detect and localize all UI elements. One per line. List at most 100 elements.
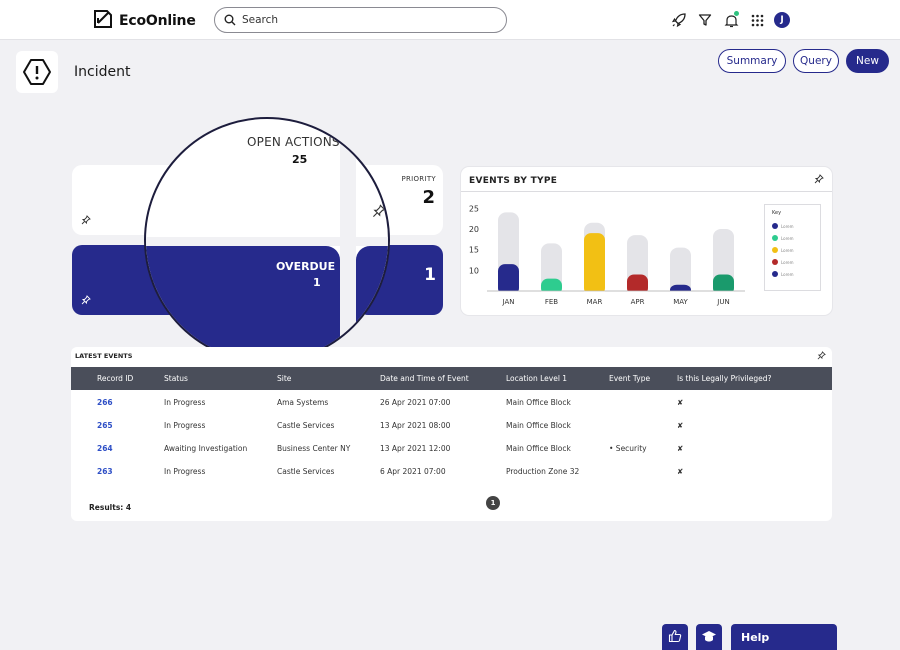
open-actions-label: OPEN ACTIONS xyxy=(247,135,340,149)
top-actions: J xyxy=(670,11,790,29)
legend-label: Lorem xyxy=(781,271,794,277)
legend-item: Lorem xyxy=(772,247,794,253)
pin-icon[interactable] xyxy=(814,174,824,187)
bar xyxy=(584,233,605,295)
privileged-cell: ✘ xyxy=(677,398,684,407)
y-tick-label: 20 xyxy=(469,225,479,234)
location-cell: Main Office Block xyxy=(506,444,571,453)
privileged-cell: ✘ xyxy=(677,421,684,430)
filter-icon[interactable] xyxy=(696,11,714,29)
help-label: Help xyxy=(741,630,770,644)
legend-label: Lorem xyxy=(781,247,794,253)
help-button[interactable]: Help xyxy=(731,624,837,650)
privileged-cell: ✘ xyxy=(677,467,684,476)
events-title: LATEST EVENTS xyxy=(75,352,133,360)
column-header[interactable]: Status xyxy=(164,374,188,383)
pin-icon[interactable] xyxy=(817,351,826,362)
bar-baseline-mask xyxy=(670,291,691,297)
top-bar: EcoOnline J xyxy=(0,0,900,40)
rocket-icon[interactable] xyxy=(670,11,688,29)
app-logo[interactable]: EcoOnline xyxy=(92,9,196,33)
ecoonline-logo-icon xyxy=(92,9,114,33)
table-row[interactable]: 265 In Progress Castle Services 13 Apr 2… xyxy=(71,414,832,437)
bar xyxy=(498,264,519,295)
x-tick-label: MAY xyxy=(673,298,688,306)
status-cell: Awaiting Investigation xyxy=(164,444,248,453)
chart-title: EVENTS BY TYPE xyxy=(469,176,558,186)
events-by-type-card: EVENTS BY TYPE 10 15 20 25 JAN FEB MAR APR MAY JU… xyxy=(461,167,832,315)
pin-icon[interactable] xyxy=(81,215,91,228)
learning-button[interactable] xyxy=(696,624,722,650)
feedback-button[interactable] xyxy=(662,624,688,650)
table-header: Record ID Status Site Date and Time of E… xyxy=(71,367,832,390)
pagination-page-button[interactable]: 1 xyxy=(486,496,500,510)
graduation-cap-icon xyxy=(701,628,717,647)
bar-baseline-mask xyxy=(498,291,519,297)
column-header[interactable]: Is this Legally Privileged? xyxy=(677,374,772,383)
pin-icon[interactable] xyxy=(81,295,91,308)
bar-baseline-mask xyxy=(713,291,734,297)
legend-label: Lorem xyxy=(781,223,794,229)
magnifier-divider xyxy=(340,119,356,361)
magnifier-lens: OPEN ACTIONS 25 OVERDUE 1 xyxy=(144,117,390,363)
user-avatar[interactable]: J xyxy=(774,12,790,28)
column-header[interactable]: Record ID xyxy=(97,374,134,383)
status-cell: In Progress xyxy=(164,467,206,476)
date-cell: 13 Apr 2021 12:00 xyxy=(380,444,451,453)
bar-baseline-mask xyxy=(627,291,648,297)
search-input[interactable] xyxy=(242,14,482,26)
latest-events-card: LATEST EVENTS Record ID Status Site Date… xyxy=(71,347,832,521)
record-id-link[interactable]: 263 xyxy=(97,467,113,476)
record-id-link[interactable]: 265 xyxy=(97,421,113,430)
thumbs-up-icon xyxy=(668,628,682,647)
bell-icon[interactable] xyxy=(722,11,740,29)
y-tick-label: 10 xyxy=(469,266,479,275)
column-header[interactable]: Event Type xyxy=(609,374,651,383)
site-cell: Business Center NY xyxy=(277,444,351,453)
table-row[interactable]: 263 In Progress Castle Services 6 Apr 20… xyxy=(71,460,832,483)
legend-item: Lorem xyxy=(772,223,794,229)
apps-grid-icon[interactable] xyxy=(748,11,766,29)
pin-icon[interactable] xyxy=(372,203,386,222)
record-id-link[interactable]: 266 xyxy=(97,398,113,407)
priority-value: 2 xyxy=(422,187,435,208)
query-button[interactable]: Query xyxy=(793,49,839,73)
overdue-label: OVERDUE xyxy=(276,260,336,273)
legend-item: Lorem xyxy=(772,259,794,265)
site-cell: Ama Systems xyxy=(277,398,329,407)
summary-button[interactable]: Summary xyxy=(718,49,786,73)
x-tick-label: FEB xyxy=(545,298,558,306)
record-id-link[interactable]: 264 xyxy=(97,444,113,453)
legend-item: Lorem xyxy=(772,271,794,277)
incident-module-icon xyxy=(16,51,58,93)
legend-label: Lorem xyxy=(781,235,794,241)
bar-baseline-mask xyxy=(584,291,605,297)
column-header[interactable]: Site xyxy=(277,374,292,383)
privileged-cell: ✘ xyxy=(677,444,684,453)
status-cell: In Progress xyxy=(164,421,206,430)
legend-swatch xyxy=(772,271,778,277)
x-tick-label: MAR xyxy=(587,298,603,306)
page-title: Incident xyxy=(74,64,131,80)
x-tick-label: APR xyxy=(631,298,645,306)
magnified-overdue-tile xyxy=(146,246,340,361)
column-header[interactable]: Date and Time of Event xyxy=(380,374,469,383)
table-row[interactable]: 264 Awaiting Investigation Business Cent… xyxy=(71,437,832,460)
notification-dot xyxy=(734,11,739,16)
new-button[interactable]: New xyxy=(846,49,889,73)
bar xyxy=(627,274,648,295)
summary-tile-value: 1 xyxy=(424,265,436,285)
date-cell: 26 Apr 2021 07:00 xyxy=(380,398,451,407)
search-box[interactable] xyxy=(214,7,507,33)
table-row[interactable]: 266 In Progress Ama Systems 26 Apr 2021 … xyxy=(71,391,832,414)
results-count: Results: 4 xyxy=(89,503,132,512)
search-icon xyxy=(224,11,236,30)
column-header[interactable]: Location Level 1 xyxy=(506,374,568,383)
legend-label: Lorem xyxy=(781,259,794,265)
bar-background xyxy=(670,247,691,295)
location-cell: Production Zone 32 xyxy=(506,467,580,476)
magnified-summary-tile xyxy=(356,246,388,361)
date-cell: 13 Apr 2021 08:00 xyxy=(380,421,451,430)
priority-label: PRIORITY xyxy=(401,175,436,183)
legend-item: Lorem xyxy=(772,235,794,241)
